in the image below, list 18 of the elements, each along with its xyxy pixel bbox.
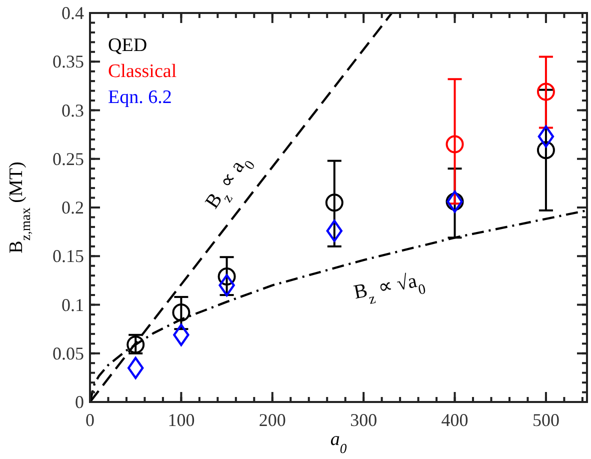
y-tick-label: 0.05	[52, 343, 84, 364]
y-tick-label: 0.2	[62, 198, 84, 218]
text: Classical	[108, 61, 177, 82]
text: Eqn. 6.2	[108, 87, 172, 108]
x-tick-label: 100	[168, 410, 195, 430]
y-tick-label: 0.35	[52, 52, 84, 72]
text: QED	[108, 35, 148, 56]
y-tick-label: 0.25	[52, 148, 84, 169]
y-tick-label: 0.3	[62, 100, 84, 120]
x-tick-label: 400	[441, 410, 468, 430]
x-tick-label: 500	[532, 410, 560, 430]
y-tick-label: 0.1	[62, 294, 84, 315]
x-axis-title: a$_{0}$	[330, 429, 347, 456]
x-tick-label: 300	[350, 410, 378, 430]
y-tick-label: 0.4	[62, 3, 84, 23]
x-tick-label: 200	[258, 410, 286, 430]
y-tick-label: 0	[75, 392, 84, 412]
y-tick-label: 0.15	[52, 246, 84, 266]
